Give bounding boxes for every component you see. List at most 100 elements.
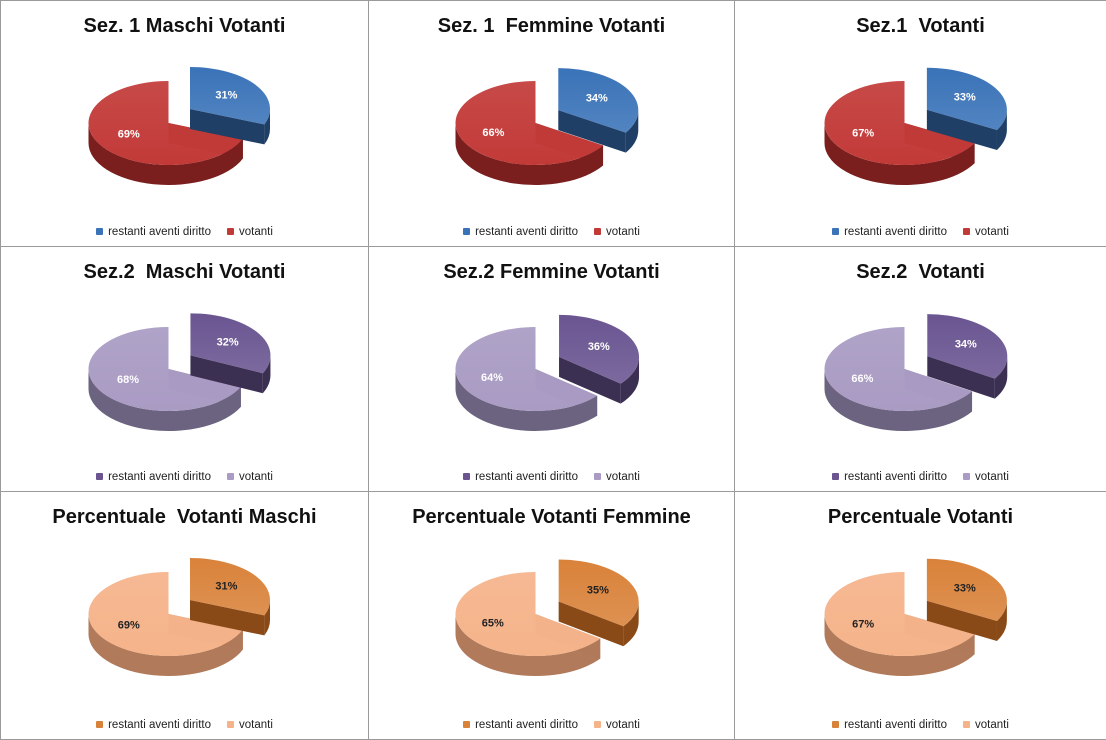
legend: restanti aventi diritto votanti bbox=[1, 719, 368, 732]
legend-swatch bbox=[463, 473, 471, 480]
data-label: 69% bbox=[118, 129, 140, 141]
pie-slice-restanti bbox=[927, 314, 1008, 399]
legend: restanti aventi diritto votanti bbox=[735, 471, 1106, 484]
legend-item: restanti aventi diritto bbox=[96, 226, 211, 238]
chart-cell: Sez.2 Maschi Votanti 32% 68% restanti avent… bbox=[0, 246, 369, 492]
legend-label: restanti aventi diritto bbox=[475, 225, 579, 238]
legend-item: restanti aventi diritto bbox=[832, 471, 947, 483]
pie-slice-votanti bbox=[88, 572, 243, 676]
data-label: 36% bbox=[588, 341, 610, 353]
chart-title: Percentuale Votanti Femmine bbox=[412, 506, 691, 528]
legend-label: votanti bbox=[606, 718, 640, 731]
legend-item: restanti aventi diritto bbox=[463, 719, 578, 731]
data-label: 64% bbox=[481, 372, 503, 384]
legend-label: votanti bbox=[239, 470, 273, 483]
legend-label: votanti bbox=[606, 470, 640, 483]
pie-chart: 33% 67% bbox=[824, 558, 1007, 676]
pie-slice-votanti bbox=[455, 572, 601, 676]
legend-label: votanti bbox=[239, 718, 273, 731]
chart-cell: Percentuale Votanti Femmine 35% 65% restant… bbox=[368, 491, 735, 740]
legend-item: votanti bbox=[227, 719, 273, 731]
pie-slice-restanti bbox=[190, 313, 271, 394]
legend-swatch bbox=[96, 473, 104, 480]
chart-title: Sez. 1 Femmine Votanti bbox=[437, 15, 666, 37]
legend-item: votanti bbox=[594, 226, 640, 238]
chart-cell: Sez. 1 Maschi Votanti 31% 69% restanti aven… bbox=[0, 0, 369, 247]
legend-item: votanti bbox=[594, 719, 640, 731]
data-label: 32% bbox=[217, 336, 239, 348]
legend: restanti aventi diritto votanti bbox=[1, 471, 368, 484]
pie-chart: 33% 67% bbox=[824, 67, 1007, 186]
chart-title: Percentuale Votanti Maschi bbox=[52, 506, 317, 528]
chart-cell: Percentuale Votanti Maschi 31% 69% restanti… bbox=[0, 491, 369, 740]
legend-swatch bbox=[832, 721, 840, 728]
data-label: 31% bbox=[215, 580, 237, 592]
data-label: 31% bbox=[215, 89, 237, 101]
pie-slice-restanti bbox=[190, 66, 271, 145]
data-label: 65% bbox=[482, 618, 504, 630]
legend-label: restanti aventi diritto bbox=[844, 470, 948, 483]
data-label: 67% bbox=[852, 128, 874, 140]
legend-swatch bbox=[963, 473, 971, 480]
legend-swatch bbox=[227, 228, 235, 235]
data-label: 69% bbox=[118, 620, 140, 632]
data-label: 67% bbox=[852, 619, 874, 631]
legend-swatch bbox=[463, 228, 471, 235]
legend-label: restanti aventi diritto bbox=[475, 718, 579, 731]
chart-title: Sez.1 Votanti bbox=[856, 15, 985, 37]
pie-slice-votanti bbox=[88, 81, 243, 185]
chart-cell: Sez.2 Votanti 34% 66% restanti aventi dirit… bbox=[734, 246, 1106, 492]
legend-item: restanti aventi diritto bbox=[832, 719, 947, 731]
legend-label: votanti bbox=[975, 718, 1009, 731]
data-label: 34% bbox=[586, 93, 608, 105]
legend-item: restanti aventi diritto bbox=[463, 226, 578, 238]
chart-cell: Sez.1 Votanti 33% 67% restanti aventi dirit… bbox=[734, 0, 1106, 247]
legend-item: votanti bbox=[963, 226, 1009, 238]
pie-chart: 31% 69% bbox=[88, 66, 271, 185]
legend-item: votanti bbox=[963, 471, 1009, 483]
legend-swatch bbox=[594, 721, 602, 728]
chart-title: Sez. 1 Maschi Votanti bbox=[83, 15, 286, 37]
legend-label: restanti aventi diritto bbox=[108, 225, 212, 238]
pie-slice-restanti bbox=[926, 67, 1007, 150]
legend-item: restanti aventi diritto bbox=[832, 226, 947, 238]
legend: restanti aventi diritto votanti bbox=[1, 226, 368, 239]
legend-swatch bbox=[832, 228, 840, 235]
legend-swatch bbox=[832, 473, 840, 480]
data-label: 66% bbox=[851, 373, 873, 385]
data-label: 34% bbox=[955, 339, 977, 351]
legend: restanti aventi diritto votanti bbox=[369, 471, 734, 484]
pie-slice-restanti bbox=[558, 68, 639, 153]
legend-item: votanti bbox=[227, 471, 273, 483]
chart-cell: Percentuale Votanti 33% 67% restanti aventi… bbox=[734, 491, 1106, 740]
legend-swatch bbox=[463, 721, 471, 728]
legend-label: restanti aventi diritto bbox=[108, 470, 212, 483]
legend-label: restanti aventi diritto bbox=[475, 470, 579, 483]
legend-swatch bbox=[96, 228, 104, 235]
legend: restanti aventi diritto votanti bbox=[735, 719, 1106, 732]
legend-item: votanti bbox=[594, 471, 640, 483]
legend-label: votanti bbox=[606, 225, 640, 238]
legend-item: restanti aventi diritto bbox=[96, 719, 211, 731]
chart-title: Sez.2 Femmine Votanti bbox=[443, 261, 660, 283]
pie-slice-votanti bbox=[824, 572, 975, 676]
chart-title: Percentuale Votanti bbox=[827, 506, 1014, 528]
chart-cell: Sez. 1 Femmine Votanti 34% 66% restanti ave… bbox=[368, 0, 735, 247]
pie-chart: 31% 69% bbox=[88, 557, 271, 676]
legend-swatch bbox=[594, 473, 602, 480]
data-label: 33% bbox=[954, 91, 976, 103]
pie-chart: 34% 66% bbox=[455, 68, 639, 185]
legend-label: votanti bbox=[239, 225, 273, 238]
pie-slice-votanti bbox=[455, 327, 598, 431]
data-label: 33% bbox=[954, 582, 976, 594]
legend-label: votanti bbox=[975, 470, 1009, 483]
chart-title: Sez.2 Maschi Votanti bbox=[83, 261, 286, 283]
pie-chart: 34% 66% bbox=[824, 314, 1008, 431]
legend: restanti aventi diritto votanti bbox=[369, 719, 734, 732]
chart-title: Sez.2 Votanti bbox=[856, 261, 985, 283]
pie-slice-restanti bbox=[190, 557, 271, 636]
pie-slice-restanti bbox=[926, 558, 1007, 641]
data-label: 35% bbox=[587, 585, 609, 597]
legend-item: restanti aventi diritto bbox=[96, 471, 211, 483]
